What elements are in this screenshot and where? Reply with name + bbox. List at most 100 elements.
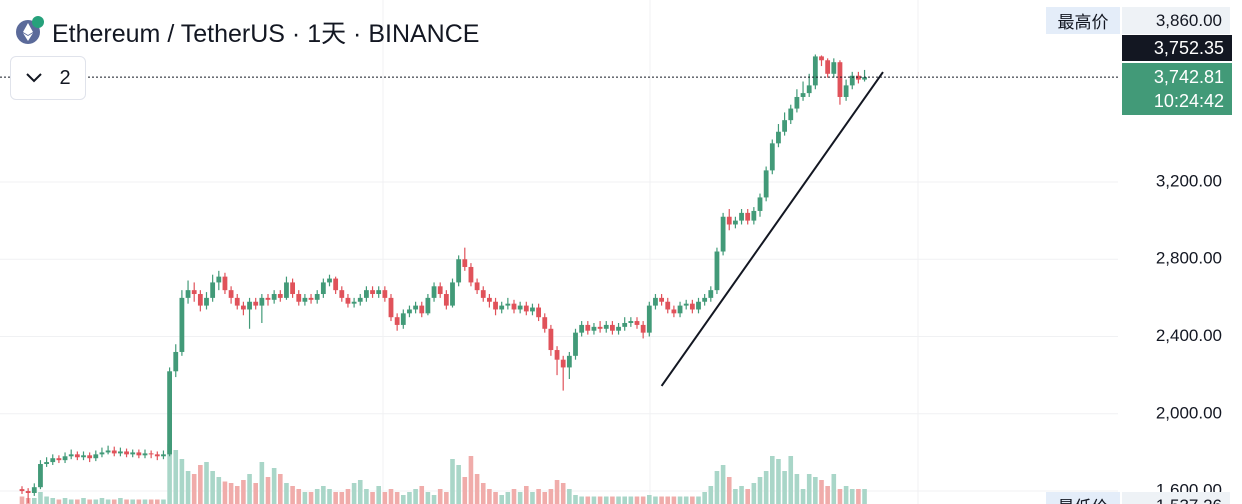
volume-bar xyxy=(382,492,388,504)
candle-body xyxy=(364,290,369,298)
volume-bar xyxy=(542,492,548,504)
candle-body xyxy=(579,324,585,333)
volume-bar xyxy=(401,495,406,504)
volume-bar xyxy=(87,499,92,504)
candle-body xyxy=(191,290,197,295)
candle-body xyxy=(536,307,541,318)
volume-bar xyxy=(819,480,824,504)
volume-bar xyxy=(493,492,498,504)
volume-bar xyxy=(450,459,455,504)
candle-body xyxy=(782,120,787,132)
volume-bar xyxy=(640,496,646,504)
volume-bar xyxy=(579,496,584,504)
volume-bar xyxy=(437,489,443,504)
volume-bar xyxy=(757,477,763,504)
volume-bar xyxy=(671,496,677,504)
volume-bar xyxy=(776,459,781,504)
volume-bar xyxy=(56,499,62,504)
volume-bar xyxy=(831,474,837,504)
candle-body xyxy=(530,307,535,312)
candle-body xyxy=(677,305,683,314)
volume-bar xyxy=(259,462,265,504)
volume-bar xyxy=(800,489,806,504)
volume-bar xyxy=(843,486,849,504)
volume-bar xyxy=(161,499,166,504)
volume-bar xyxy=(511,489,517,504)
volume-bar xyxy=(167,444,172,504)
candle-body xyxy=(720,216,726,252)
volume-bar xyxy=(770,456,775,504)
volume-bar xyxy=(524,486,529,504)
candle-body xyxy=(616,326,621,331)
candle-body xyxy=(357,297,363,302)
volume-bar xyxy=(726,477,732,504)
candle-body xyxy=(400,313,406,325)
y-tick-label: 2,000.00 xyxy=(1156,403,1222,422)
volume-bar xyxy=(468,456,474,504)
candle-body xyxy=(124,451,129,455)
candle-body xyxy=(19,489,25,492)
volume-bar xyxy=(739,486,744,504)
volume-bar xyxy=(247,474,252,504)
eth-logo xyxy=(14,14,46,46)
volume-bar xyxy=(683,496,689,504)
volume-bar xyxy=(118,498,123,504)
candle-body xyxy=(862,77,867,80)
candle-body xyxy=(68,454,74,457)
candle-body xyxy=(468,266,474,283)
volume-bar xyxy=(696,496,701,504)
volume-bar xyxy=(517,492,523,504)
candle-body xyxy=(284,282,289,298)
candle-body xyxy=(825,60,831,74)
volume-bar xyxy=(794,474,800,504)
countdown: 10:24:42 xyxy=(1153,91,1224,111)
candle-body xyxy=(634,321,640,325)
candle-body xyxy=(573,332,578,356)
volume-bar xyxy=(849,489,855,504)
candle-body xyxy=(819,56,824,61)
volume-bar xyxy=(296,489,302,504)
indicator-toggle[interactable]: 2 xyxy=(10,56,86,100)
candle-body xyxy=(542,317,548,329)
volume-bar xyxy=(357,480,363,504)
volume-bar xyxy=(228,483,234,504)
volume-bar xyxy=(216,477,222,504)
volume-bar xyxy=(567,489,572,504)
volume-bar xyxy=(745,489,750,504)
volume-bar xyxy=(413,489,418,504)
candle-body xyxy=(320,282,326,295)
volume-bar xyxy=(19,496,25,504)
volume-bar xyxy=(425,492,431,504)
candle-body xyxy=(425,297,431,314)
candle-body xyxy=(456,259,462,283)
volume-bar xyxy=(93,499,99,504)
candle-body xyxy=(265,297,271,300)
volume-bar xyxy=(862,489,867,504)
volume-bar xyxy=(720,465,726,504)
volume-bar xyxy=(499,495,504,504)
candle-body xyxy=(683,303,689,306)
candle-body xyxy=(130,452,136,455)
candle-body xyxy=(480,290,486,298)
volume-bar xyxy=(81,498,86,504)
candle-body xyxy=(314,294,320,300)
candle-body xyxy=(197,294,203,306)
candle-body xyxy=(327,278,332,283)
volume-bar xyxy=(271,468,277,504)
volume-bar xyxy=(487,489,492,504)
volume-bar xyxy=(456,465,461,504)
candle-body xyxy=(554,350,560,360)
volume-bar xyxy=(690,496,695,504)
volume-bar xyxy=(124,499,129,504)
candle-body xyxy=(234,297,240,306)
candle-body xyxy=(253,301,259,306)
volume-bar xyxy=(603,496,609,504)
volume-bar xyxy=(573,495,578,504)
candle-body xyxy=(788,108,794,121)
candle-body xyxy=(290,282,295,295)
candle-body xyxy=(837,62,843,97)
volume-bar xyxy=(345,489,351,504)
volume-bar xyxy=(198,465,203,504)
volume-bar xyxy=(474,474,480,504)
